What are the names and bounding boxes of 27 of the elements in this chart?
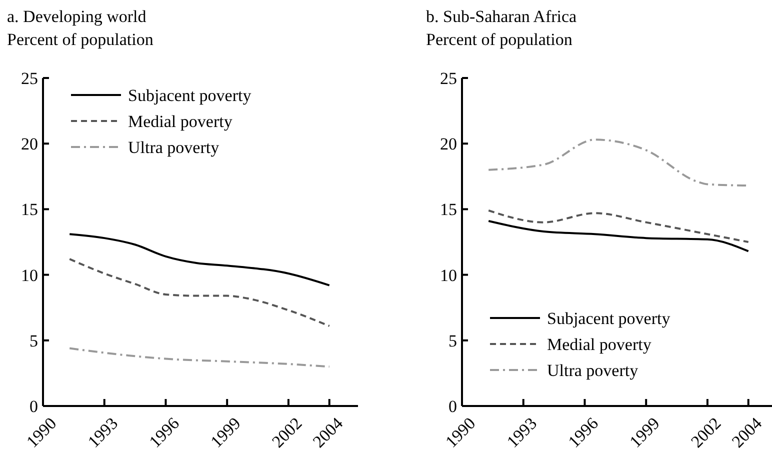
y-tick-label: 25	[440, 68, 457, 88]
chart-title: a. Developing world	[7, 7, 147, 26]
line-series	[488, 210, 750, 243]
legend-label: Ultra poverty	[547, 360, 639, 380]
legend-label: Medial poverty	[547, 334, 652, 354]
y-tick-label: 5	[448, 331, 457, 350]
line-series	[488, 220, 750, 252]
y-tick-label: 25	[21, 68, 38, 88]
y-tick-label: 0	[30, 396, 38, 416]
y-axis-title: Percent of population	[426, 30, 573, 49]
legend-label: Subjacent poverty	[547, 308, 671, 328]
line-series	[68, 258, 330, 327]
y-tick-label: 15	[21, 200, 38, 220]
y-tick-label: 10	[21, 266, 38, 285]
y-tick-label: 15	[440, 200, 457, 220]
y-tick-label: 20	[440, 134, 457, 154]
line-series	[68, 347, 330, 368]
legend-label: Ultra poverty	[128, 138, 220, 157]
y-tick-label: 10	[440, 266, 457, 285]
chart-title: b. Sub-Saharan Africa	[426, 7, 578, 26]
y-tick-label: 5	[30, 331, 38, 350]
legend-label: Subjacent poverty	[128, 86, 252, 105]
y-axis-title: Percent of population	[7, 30, 154, 49]
y-tick-label: 20	[21, 134, 38, 154]
y-tick-label: 0	[448, 396, 457, 416]
legend-label: Medial poverty	[128, 112, 233, 131]
line-series	[68, 233, 330, 286]
